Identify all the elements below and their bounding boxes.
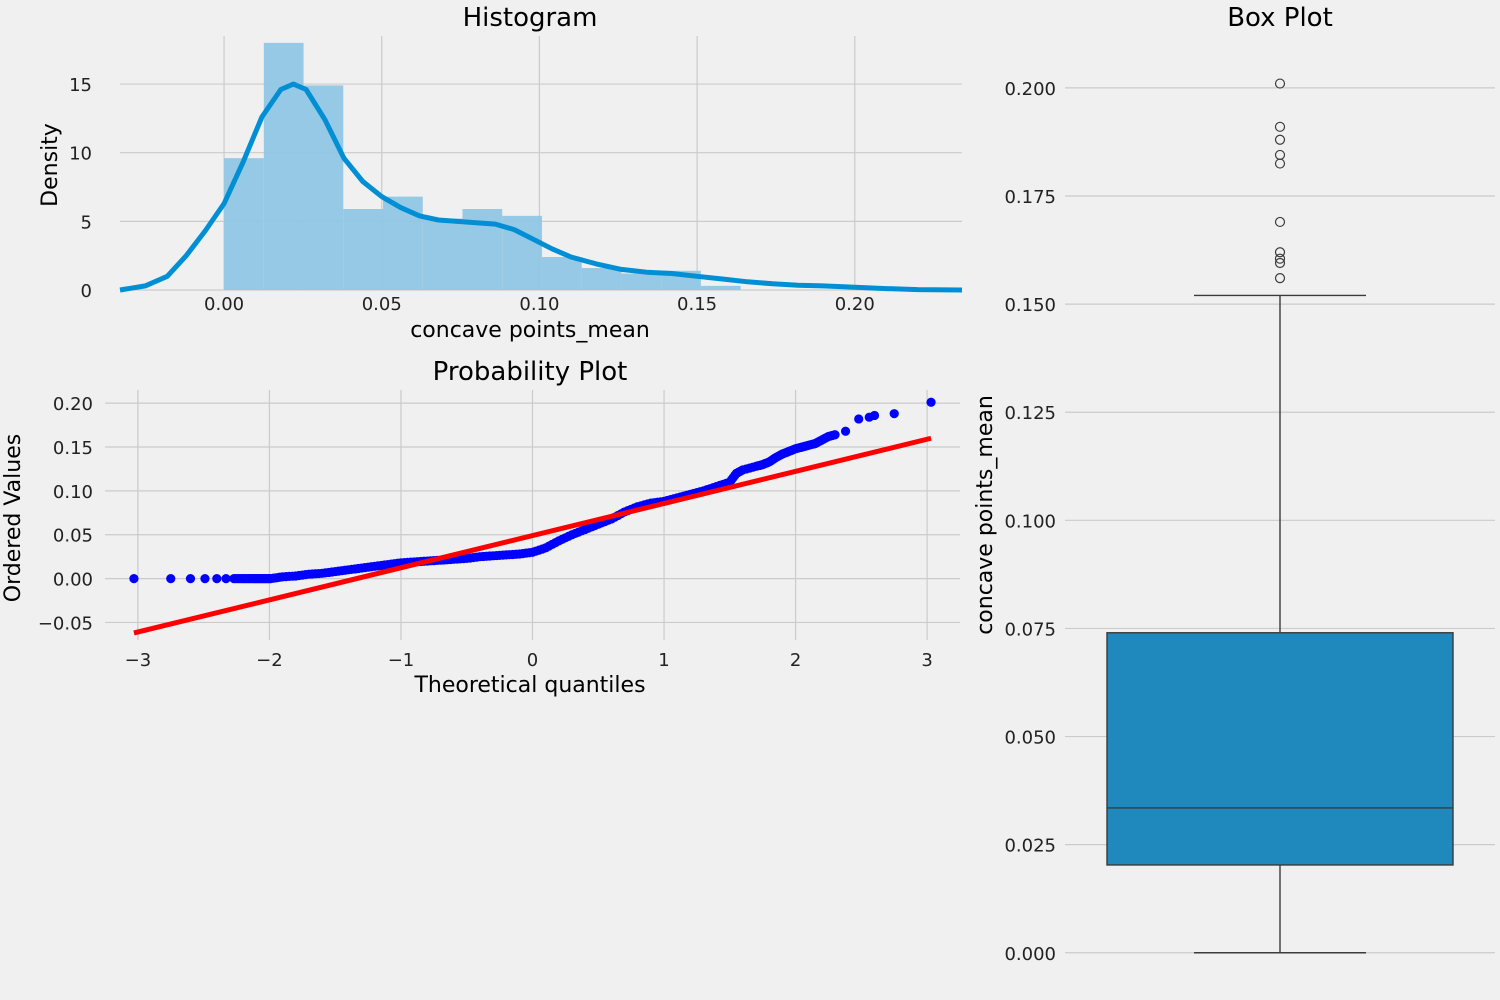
- probability-plot-x-tick-label: −2: [256, 650, 283, 671]
- histogram-x-tick-label: 0.10: [519, 294, 559, 315]
- outlier-point: [1274, 273, 1286, 284]
- histogram-y-tick-label: 0: [81, 281, 92, 302]
- histogram-ylabel: Density: [38, 123, 63, 207]
- probability-plot-point: [166, 573, 176, 584]
- fit-line: [133, 435, 932, 636]
- probability-plot-point: [212, 573, 222, 584]
- box-plot-y-tick-label: 0.025: [1004, 836, 1056, 857]
- histogram-title: Histogram: [463, 3, 598, 33]
- box-plot-y-tick-label: 0.050: [1004, 728, 1056, 749]
- outlier-point: [1274, 257, 1286, 269]
- outlier-point: [1274, 78, 1286, 89]
- probability-plot-point: [185, 573, 196, 584]
- histogram-bar: [263, 42, 304, 290]
- box-plot-y-tick-label: 0.175: [1004, 187, 1056, 208]
- histogram-bar: [700, 285, 741, 290]
- box-plot-y-tick-label: 0.150: [1004, 295, 1056, 316]
- probability-plot-y-tick-label: 0.05: [53, 526, 93, 547]
- histogram-y-tick-label: 10: [69, 144, 92, 165]
- histogram-x-tick-label: 0.15: [677, 294, 717, 315]
- probability-plot-ylabel: Ordered Values: [1, 434, 26, 602]
- histogram-y-tick-label: 15: [69, 75, 92, 96]
- probability-plot-point: [926, 397, 936, 407]
- box-plot-y-tick-label: 0.000: [1004, 944, 1056, 965]
- probability-plot-xlabel: Theoretical quantiles: [413, 673, 645, 698]
- probability-plot-point: [854, 414, 864, 424]
- box-plot-ylabel: concave points_mean: [973, 395, 998, 635]
- probability-plot-title: Probability Plot: [433, 357, 628, 387]
- probability-plot-panel: −3 −2 −1 0 1 2 3 −0.05 0.00 0.05 0.10 0.15 0.20 Pro…: [1, 357, 960, 698]
- probability-plot-x-tick-label: −1: [388, 650, 415, 671]
- probability-plot-point: [129, 573, 139, 584]
- box-plot-y-tick-label: 0.200: [1004, 79, 1056, 100]
- box-plot-panel: 0.000 0.025 0.050 0.075 0.100 0.125 0.150 0.175…: [973, 3, 1495, 965]
- box-plot-y-tick-label: 0.100: [1004, 511, 1056, 532]
- box-plot-title: Box Plot: [1227, 3, 1333, 33]
- histogram-x-tick-label: 0.00: [204, 294, 244, 315]
- probability-plot-x-tick-label: 2: [790, 650, 801, 671]
- probability-plot-x-tick-label: 1: [658, 650, 669, 671]
- histogram-bar: [422, 218, 463, 290]
- box-plot-y-tick-label: 0.125: [1004, 403, 1056, 424]
- kde-curve: [119, 81, 963, 293]
- histogram-x-tick-label: 0.20: [835, 294, 875, 315]
- histogram-bar: [621, 273, 662, 290]
- probability-plot-x-tick-label: 3: [921, 650, 932, 671]
- probability-plot-x-tick-label: −3: [125, 650, 152, 671]
- probability-plot-y-tick-label: 0.20: [53, 394, 93, 415]
- probability-plot-y-tick-label: 0.10: [53, 482, 93, 503]
- probability-plot-y-tick-label: −0.05: [38, 613, 93, 634]
- probability-plot-x-tick-label: 0: [527, 650, 538, 671]
- histogram-bar: [581, 268, 622, 290]
- outlier-point: [1274, 216, 1286, 228]
- outlier-point: [1274, 134, 1286, 145]
- probability-plot-point: [200, 573, 210, 584]
- outlier-point: [1274, 253, 1286, 264]
- outlier-point: [1274, 158, 1286, 169]
- iqr-box: [1106, 632, 1454, 866]
- probability-plot-y-tick-label: 0.00: [53, 570, 93, 591]
- probability-plot-point: [221, 573, 231, 584]
- histogram-bar: [541, 257, 582, 290]
- probability-plot-y-tick-label: 0.15: [53, 438, 93, 459]
- probability-plot-point: [830, 430, 840, 440]
- outlier-point: [1274, 121, 1286, 132]
- probability-plot-point: [869, 410, 880, 421]
- probability-plot-point: [840, 426, 851, 436]
- histogram-xlabel: concave points_mean: [410, 318, 650, 343]
- histogram-y-tick-label: 5: [81, 212, 92, 233]
- histogram-bar: [224, 158, 264, 290]
- box-plot-y-tick-label: 0.075: [1004, 619, 1056, 640]
- outlier-point: [1274, 247, 1286, 258]
- histogram-bar: [343, 208, 384, 290]
- histogram-x-tick-label: 0.05: [362, 294, 402, 315]
- histogram-panel: 0.00 0.05 0.10 0.15 0.20 0 5 10 15 Histogram co…: [38, 3, 963, 343]
- probability-plot-point: [889, 409, 899, 419]
